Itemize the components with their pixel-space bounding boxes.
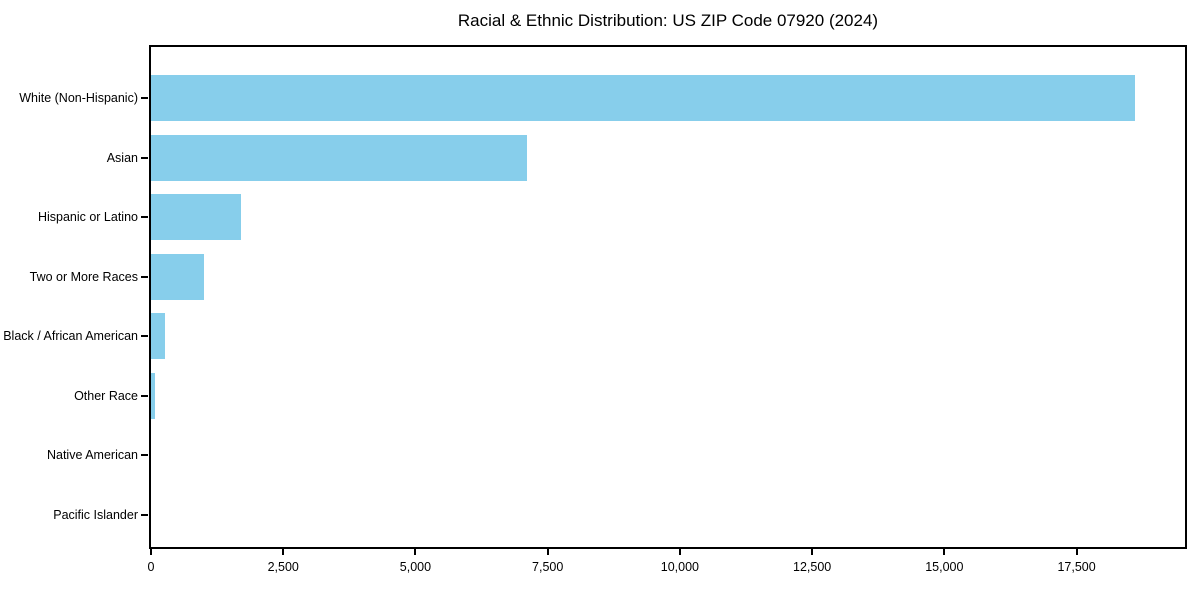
bar-hispanic-or-latino: [151, 194, 241, 241]
x-tick-mark: [811, 549, 814, 555]
x-tick-label-12-500: 12,500: [793, 560, 832, 574]
y-tick-label-black-african-american: Black / African American: [3, 329, 138, 344]
x-tick-label-2-500: 2,500: [267, 560, 299, 574]
y-tick-mark: [141, 216, 148, 219]
y-tick-mark: [141, 454, 148, 457]
x-tick-label-17-500: 17,500: [1057, 560, 1096, 574]
x-tick-mark: [943, 549, 946, 555]
x-tick-mark: [678, 549, 681, 555]
y-tick-label-two-or-more-races: Two or More Races: [29, 269, 138, 284]
plot-area: [149, 45, 1187, 549]
chart-title: Racial & Ethnic Distribution: US ZIP Cod…: [457, 11, 879, 30]
y-tick-label-hispanic-or-latino: Hispanic or Latino: [37, 210, 138, 225]
x-tick-mark: [282, 549, 285, 555]
x-tick-label-0: 0: [147, 560, 155, 574]
y-tick-label-pacific-islander: Pacific Islander: [53, 507, 138, 522]
x-tick-mark: [414, 549, 417, 555]
bar-other-race: [151, 372, 156, 419]
x-tick-label-10-000: 10,000: [660, 560, 699, 574]
x-tick-label-5-000: 5,000: [399, 560, 432, 574]
y-tick-mark: [141, 394, 148, 397]
y-tick-mark: [141, 335, 148, 338]
y-tick-mark: [141, 513, 148, 516]
x-tick-mark: [546, 549, 549, 555]
y-tick-label-white-non-hispanic: White (Non-Hispanic): [19, 91, 138, 106]
bar-two-or-more-races: [151, 253, 204, 300]
y-tick-label-asian: Asian: [106, 150, 138, 165]
y-tick-label-native-american: Native American: [46, 448, 138, 463]
x-tick-mark: [150, 549, 152, 555]
y-tick-mark: [141, 97, 148, 100]
y-tick-mark: [141, 156, 148, 159]
y-tick-label-other-race: Other Race: [74, 388, 138, 403]
bar-asian: [151, 134, 527, 181]
bar-black-african-american: [151, 313, 166, 360]
x-tick-label-15-000: 15,000: [925, 560, 964, 574]
x-tick-mark: [1075, 549, 1078, 555]
bar-white-non-hispanic: [151, 75, 1135, 122]
x-tick-label-7-500: 7,500: [532, 560, 564, 574]
y-tick-mark: [141, 275, 148, 278]
